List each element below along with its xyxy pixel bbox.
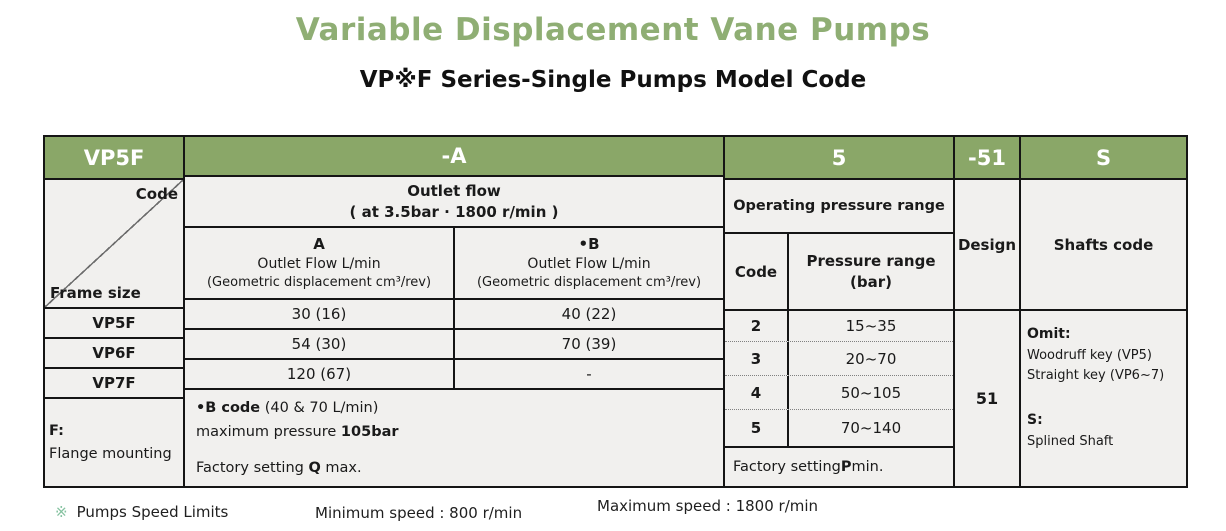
pressure-code-3: 3 [725, 342, 789, 375]
outlet-flow-header: Outlet flow ( at 3.5bar · 1800 r/min ) [185, 177, 723, 229]
model-code-outlet: -A [185, 137, 723, 178]
column-a-displacement: (Geometric displacement cm³/rev) [206, 275, 432, 291]
b-code-note-cell: •B code (40 & 70 L/min) maximum pressure… [185, 390, 723, 486]
flow-vp7f-a: 120 (67) [185, 360, 455, 389]
b-code-note-line2: maximum pressure 105bar [196, 423, 399, 440]
corner-header-cell: Code Frame size [45, 180, 183, 309]
flow-vp7f-b: - [586, 365, 592, 384]
pressure-code-5: 5 [725, 410, 789, 446]
column-b-header: •B Outlet Flow L/min (Geometric displace… [455, 228, 723, 298]
page-subtitle: VP※F Series-Single Pumps Model Code [359, 67, 867, 93]
pressure-row-4: 4 50~105 [725, 376, 953, 410]
column-b-units: Outlet Flow L/min [527, 255, 651, 272]
mounting-code: F: [49, 423, 64, 440]
operating-pressure-header: Operating pressure range [725, 180, 953, 234]
column-a-header: A Outlet Flow L/min (Geometric displacem… [185, 228, 455, 299]
model-code-shaft: S [1021, 137, 1186, 180]
design-header: Design [955, 180, 1019, 311]
frame-row-vp7f: VP7F [45, 369, 183, 399]
shaft-omit-line1: Woodruff key (VP5) [1027, 347, 1152, 363]
pressure-range-2: 15~35 [845, 317, 897, 335]
pressure-row-3: 3 20~70 [725, 342, 953, 376]
corner-code-label: Code [135, 185, 178, 203]
pressure-code-header: Code [725, 234, 789, 309]
shaft-omit-line2: Straight key (VP6~7) [1027, 367, 1165, 383]
outlet-subheaders: A Outlet Flow L/min (Geometric displacem… [185, 228, 723, 301]
model-code-design: -51 [955, 137, 1019, 180]
mounting-label: Flange mounting [49, 445, 172, 462]
shafts-code-body: Omit: Woodruff key (VP5) Straight key (V… [1021, 311, 1186, 486]
design-section: -51 Design 51 [955, 137, 1021, 486]
pressure-range-4: 50~105 [840, 383, 902, 402]
flow-vp6f-b: 70 (39) [561, 335, 617, 354]
column-b-displacement: (Geometric displacement cm³/rev) [476, 275, 702, 291]
note-spacer [196, 444, 723, 457]
model-code-frame: VP5F [45, 137, 183, 180]
flow-vp6f-a: 54 (30) [185, 330, 455, 359]
frame-row-vp5f: VP5F [45, 309, 183, 339]
column-a-units: Outlet Flow L/min [257, 255, 381, 272]
pressure-range-3: 20~70 [845, 349, 897, 368]
pressure-subheaders: Code Pressure range (bar) [725, 234, 953, 311]
shaft-s-line: Splined Shaft [1027, 433, 1114, 449]
factory-setting-q-line: Factory setting Q max. [196, 459, 362, 476]
frame-row-vp6f: VP6F [45, 339, 183, 369]
pressure-section: 5 Operating pressure range Code Pressure… [725, 137, 955, 486]
page-title: Variable Displacement Vane Pumps [295, 12, 931, 48]
model-code-table: VP5F Code Frame size VP5F VP6F VP7F F: F… [43, 135, 1188, 488]
flow-row-vp7f: 120 (67) - [185, 360, 723, 391]
pressure-range-5: 70~140 [840, 419, 902, 437]
corner-frame-size-label: Frame size [50, 284, 141, 302]
frame-size-section: VP5F Code Frame size VP5F VP6F VP7F F: F… [45, 137, 185, 486]
pressure-code-4: 4 [725, 376, 789, 409]
shaft-omit-label: Omit: [1027, 326, 1071, 342]
reference-mark-icon: ※ [55, 503, 68, 521]
column-a-code: A [313, 234, 325, 253]
outlet-flow-title: Outlet flow [407, 182, 501, 201]
shaft-s-label: S: [1027, 411, 1043, 428]
maximum-speed-note: Maximum speed : 1800 r/min [597, 497, 819, 515]
pressure-range-header: Pressure range (bar) [806, 252, 936, 291]
shaft-gap [1027, 386, 1184, 410]
shaft-section: S Shafts code Omit: Woodruff key (VP5) S… [1021, 137, 1186, 486]
flow-row-vp5f: 30 (16) 40 (22) [185, 300, 723, 331]
pressure-row-2: 2 15~35 [725, 311, 953, 342]
pressure-code-2: 2 [725, 311, 789, 341]
column-b-code: •B [578, 234, 600, 253]
outlet-flow-conditions: ( at 3.5bar · 1800 r/min ) [349, 202, 559, 221]
flow-vp5f-b: 40 (22) [561, 305, 617, 324]
flange-mounting-cell: F: Flange mounting [45, 399, 183, 486]
pressure-row-5: 5 70~140 [725, 410, 953, 448]
b-code-note-line1: •B code (40 & 70 L/min) [196, 400, 379, 417]
factory-setting-p-cell: Factory setting P min. [733, 459, 884, 475]
model-code-pressure: 5 [725, 137, 953, 180]
outlet-flow-section: -A Outlet flow ( at 3.5bar · 1800 r/min … [185, 137, 725, 486]
shafts-code-header: Shafts code [1021, 180, 1186, 311]
flow-vp5f-a: 30 (16) [185, 300, 455, 329]
flow-row-vp6f: 54 (30) 70 (39) [185, 330, 723, 361]
design-value: 51 [975, 389, 999, 408]
pumps-speed-limits-note: ※ Pumps Speed Limits [55, 503, 228, 521]
minimum-speed-note: Minimum speed : 800 r/min [315, 504, 523, 522]
pumps-speed-limits-label: Pumps Speed Limits [76, 503, 229, 521]
